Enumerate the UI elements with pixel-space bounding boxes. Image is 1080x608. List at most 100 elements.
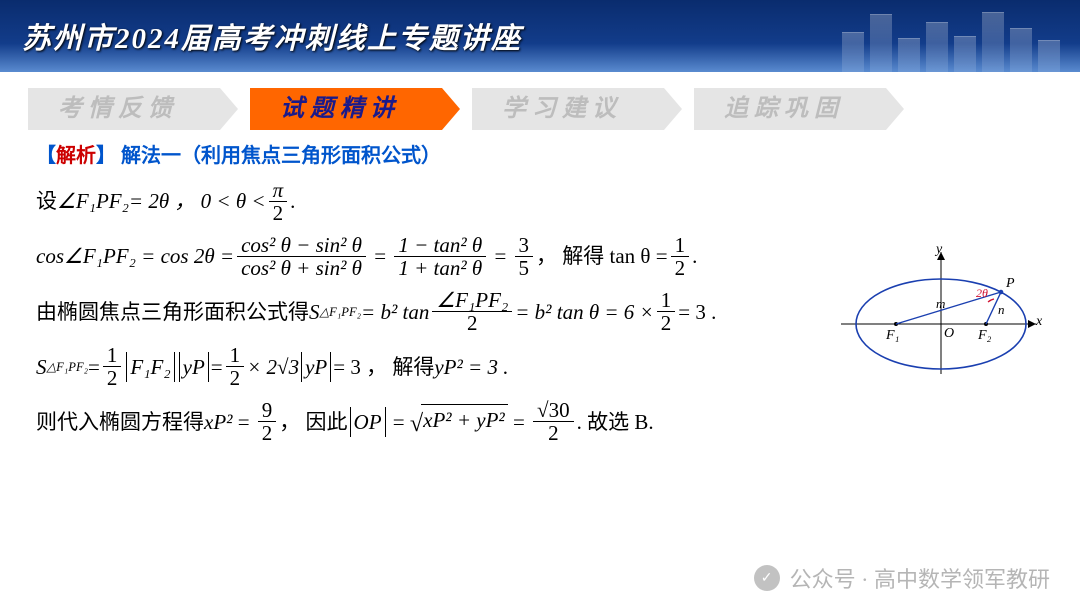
l4-fBd: 2	[226, 367, 245, 389]
l2-mid: ， 解得 tan θ =	[536, 241, 668, 271]
l1-frac: π 2	[269, 179, 288, 224]
bracket-close: 】	[96, 145, 116, 167]
l2-f1n: cos² θ − sin² θ	[237, 234, 366, 257]
analysis-header: 【解析】 解法一（利用焦点三角形面积公式）	[36, 142, 1044, 171]
l4-abs1: F₁F₂	[126, 352, 174, 382]
lbl-F2: F₂	[978, 328, 991, 344]
l2-f4d: 2	[671, 257, 690, 279]
l5-prefix: 则代入椭圆方程得	[36, 407, 204, 437]
l3-fBd: 2	[657, 312, 676, 334]
l4-abs3: yP	[301, 352, 331, 382]
tab-followup[interactable]: 追踪巩固	[694, 88, 886, 130]
l5-suffix: . 故选 B.	[577, 407, 654, 437]
l1-frac-den: 2	[269, 202, 288, 224]
l5-fAd: 2	[258, 422, 277, 444]
l4-abs2-v: yP	[183, 355, 205, 379]
tab-advice[interactable]: 学习建议	[472, 88, 664, 130]
l4-eq1: =	[88, 352, 100, 382]
method-name: 解法一（利用焦点三角形面积公式）	[121, 145, 441, 167]
tab-feedback[interactable]: 考情反馈	[28, 88, 220, 130]
l1-eq: = 2θ ， 0 < θ <	[129, 186, 266, 216]
lbl-angle: 2θ	[976, 286, 988, 301]
l4-mid: × 2√3	[247, 352, 299, 382]
eq-a: =	[369, 241, 391, 271]
l4-yp2: yP² = 3 .	[434, 352, 508, 382]
l3-fAn: ∠F₁PF₂	[432, 289, 512, 312]
eq-b: =	[489, 241, 511, 271]
l4-fBn: 1	[226, 344, 245, 367]
l4-eq2: =	[211, 352, 223, 382]
l4-fracB: 1 2	[226, 344, 245, 389]
l2-f1d: cos² θ + sin² θ	[237, 257, 366, 279]
math-line-5: 则代入椭圆方程得 xP² = 9 2 ， 因此 OP = xP² + yP² =…	[36, 399, 1044, 444]
l5-fBn: √30	[533, 399, 574, 422]
lbl-m: m	[936, 296, 945, 312]
header-bar: 苏州市2024届高考冲刺线上专题讲座	[0, 0, 1080, 72]
skyline-decoration	[842, 12, 1060, 72]
l3-S: S	[309, 297, 320, 327]
ellipse-diagram: y x O F₁ F₂ P m n 2θ	[836, 244, 1046, 384]
l2-frac2: 1 − tan² θ 1 + tan² θ	[394, 234, 486, 279]
eq-c: =	[232, 407, 254, 437]
tab-problems[interactable]: 试题精讲	[250, 88, 442, 130]
l5-mid: ， 因此	[279, 407, 347, 437]
l2-f2n: 1 − tan² θ	[394, 234, 486, 257]
lbl-y: y	[936, 242, 942, 258]
lbl-x: x	[1036, 314, 1042, 330]
l1-prefix: 设	[36, 186, 57, 216]
l3-eq1: = b² tan	[361, 297, 429, 327]
l4-eq3: = 3 ， 解得	[333, 352, 434, 382]
l5-fAn: 9	[258, 399, 277, 422]
l2-f3n: 3	[515, 234, 534, 257]
l3-fAd: 2	[463, 312, 482, 334]
l4-fAd: 2	[103, 367, 122, 389]
lbl-n: n	[998, 302, 1005, 318]
l2-f2d: 1 + tan² θ	[394, 257, 486, 279]
l2-frac3: 3 5	[515, 234, 534, 279]
l5-OP: OP	[350, 407, 386, 437]
analysis-label: 解析	[56, 145, 96, 167]
l5-fracB: √30 2	[533, 399, 574, 444]
l3-eq3: = 3 .	[678, 297, 716, 327]
l3-fracB: 1 2	[657, 289, 676, 334]
l3-tri: △F₁PF₂	[320, 303, 362, 321]
wechat-icon: ✓	[754, 565, 780, 591]
l2-f3d: 5	[515, 257, 534, 279]
bracket-open: 【	[36, 145, 56, 167]
watermark-text: 公众号 · 高中数学领军教研	[790, 562, 1050, 594]
lbl-P: P	[1006, 276, 1015, 292]
l2-suffix: .	[692, 241, 697, 271]
l4-tri: △F₁PF₂	[47, 358, 89, 376]
l1-suffix: .	[290, 186, 295, 216]
lbl-O: O	[944, 326, 954, 342]
l5-fracA: 9 2	[258, 399, 277, 444]
l4-S: S	[36, 352, 47, 382]
lbl-F1: F₁	[886, 328, 899, 344]
l2-frac4: 1 2	[671, 234, 690, 279]
l5-sqrt: xP² + yP²	[410, 404, 508, 439]
l3-fBn: 1	[657, 289, 676, 312]
l5-xp: xP²	[204, 407, 232, 437]
watermark: ✓ 公众号 · 高中数学领军教研	[754, 562, 1050, 594]
l3-eq2: = b² tan θ = 6 ×	[515, 297, 653, 327]
l1-frac-num: π	[269, 179, 288, 202]
math-line-1: 设 ∠F₁PF₂ = 2θ ， 0 < θ < π 2 .	[36, 179, 1044, 224]
l5-OP-v: OP	[354, 410, 382, 434]
l2-f4n: 1	[671, 234, 690, 257]
l3-prefix: 由椭圆焦点三角形面积公式得	[36, 297, 309, 327]
l4-fracA: 1 2	[103, 344, 122, 389]
l4-abs2: yP	[179, 352, 209, 382]
l5-fBd: 2	[544, 422, 563, 444]
l3-fracA: ∠F₁PF₂ 2	[432, 289, 512, 334]
l2-lhs: cos∠F₁PF₂ = cos 2θ =	[36, 241, 234, 271]
l4-abs1-v: F₁F₂	[130, 355, 170, 379]
page-title: 苏州市2024届高考冲刺线上专题讲座	[22, 15, 522, 57]
l2-frac1: cos² θ − sin² θ cos² θ + sin² θ	[237, 234, 366, 279]
eq-e: =	[508, 407, 530, 437]
l5-radin: xP² + yP²	[421, 404, 508, 439]
l4-fAn: 1	[103, 344, 122, 367]
l1-angle: ∠F₁PF₂	[57, 186, 129, 216]
l4-abs3-v: yP	[305, 355, 327, 379]
eq-d: =	[388, 407, 410, 437]
tab-bar: 考情反馈 试题精讲 学习建议 追踪巩固	[0, 72, 1080, 138]
